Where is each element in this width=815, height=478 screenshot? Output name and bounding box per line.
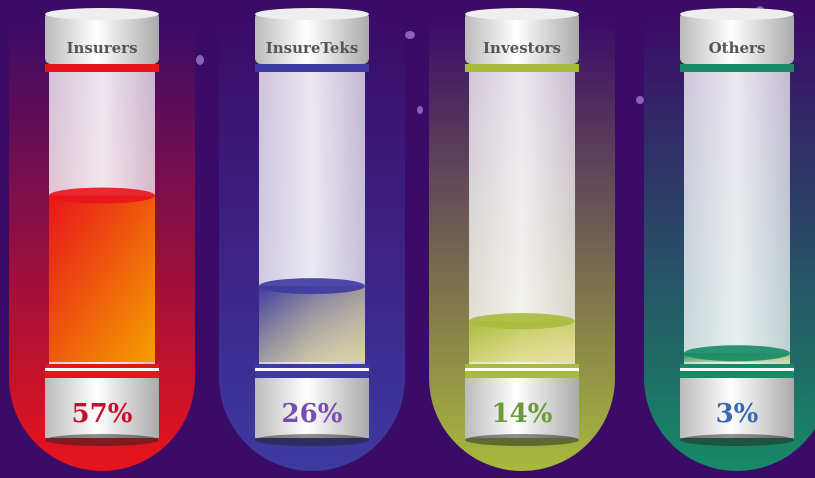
bottom-line [255,368,369,371]
chart: Insurers 57% InsureTeks 26% Investors 14% Othe… [0,0,815,478]
value-label: 14% [492,399,553,429]
bar [49,196,155,362]
category-label: InsureTeks [266,39,359,57]
bottom-line [45,368,159,371]
bottom-shadow [680,434,794,446]
bar [259,286,365,362]
bar-top [259,278,365,294]
bar-top [49,188,155,204]
value-label: 3% [716,399,759,429]
value-label: 57% [72,399,133,429]
top-cap-lid [255,8,369,20]
bottom-line [680,368,794,371]
top-band [465,64,579,72]
bottom-shadow [255,434,369,446]
bar-top [684,345,790,361]
category-label: Investors [483,39,561,57]
bottom-shadow [45,434,159,446]
category-label: Insurers [66,39,137,57]
top-cap-lid [680,8,794,20]
top-band [680,64,794,72]
bar-top [469,313,575,329]
top-cap-lid [465,8,579,20]
bottom-shadow [465,434,579,446]
tube [684,70,790,370]
top-band [255,64,369,72]
category-label: Others [709,39,766,57]
value-label: 26% [282,399,343,429]
top-cap-lid [45,8,159,20]
top-band [45,64,159,72]
bottom-line [465,368,579,371]
